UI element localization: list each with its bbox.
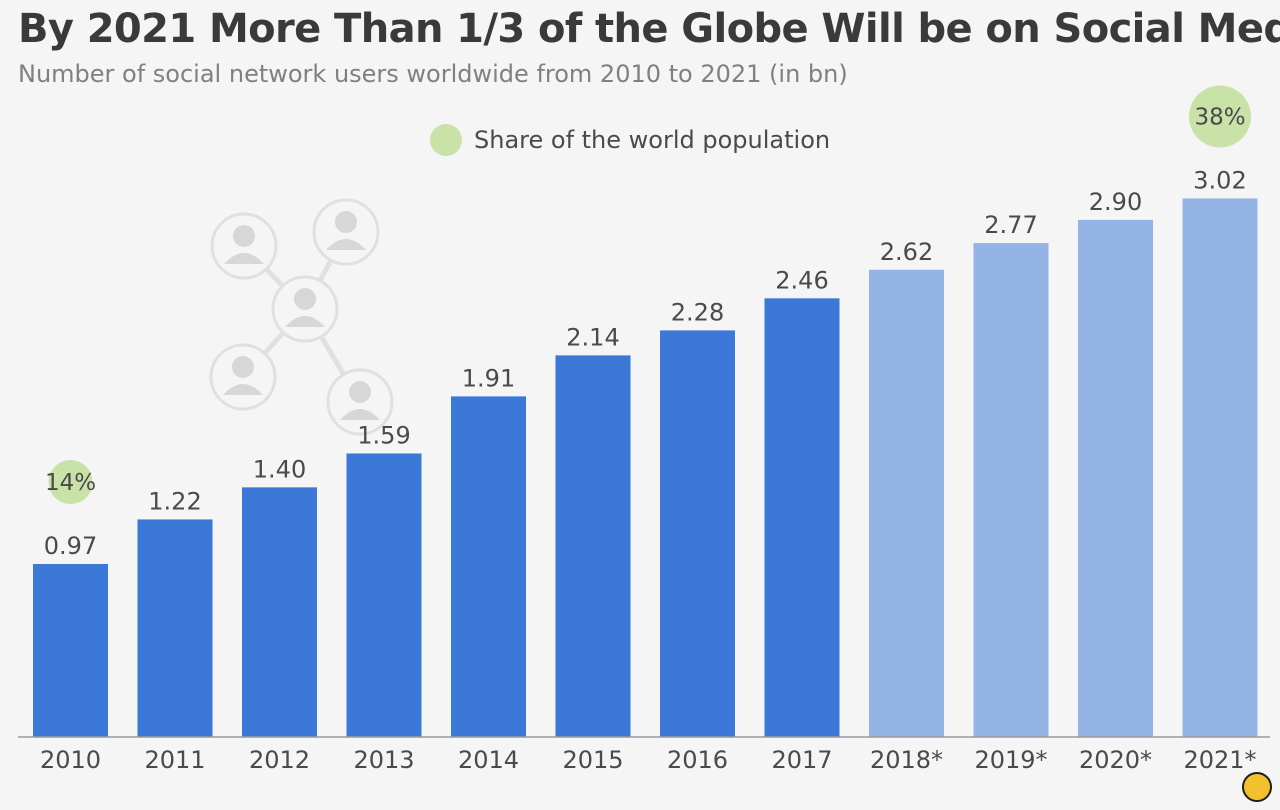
value-label-2019*: 2.77 <box>984 211 1037 239</box>
tick-label-2018*: 2018* <box>870 746 943 774</box>
share-label-2010: 14% <box>45 470 96 496</box>
social-network-icon <box>209 198 394 436</box>
value-label-2013: 1.59 <box>357 421 410 449</box>
value-label-2012: 1.40 <box>253 455 306 483</box>
tick-label-2020*: 2020* <box>1079 746 1152 774</box>
bar-2013 <box>346 453 422 737</box>
tick-label-2015: 2015 <box>562 746 623 774</box>
value-label-2014: 1.91 <box>462 364 515 392</box>
bar-2011 <box>137 519 213 737</box>
bar-2016 <box>660 330 735 737</box>
tick-label-2011: 2011 <box>144 746 205 774</box>
tick-label-2017: 2017 <box>771 746 832 774</box>
share-bubble-2010 <box>48 460 93 505</box>
chart-subtitle: Number of social network users worldwide… <box>18 60 848 88</box>
value-label-2011: 1.22 <box>148 487 201 515</box>
value-label-2021*: 3.02 <box>1193 166 1246 194</box>
value-label-2018*: 2.62 <box>880 238 933 266</box>
legend: Share of the world population <box>430 124 830 156</box>
tick-label-2010: 2010 <box>40 746 101 774</box>
tick-label-2016: 2016 <box>667 746 728 774</box>
bar-2017 <box>764 298 840 737</box>
bar-2019* <box>973 243 1049 738</box>
value-label-2017: 2.46 <box>775 266 828 294</box>
value-label-2010: 0.97 <box>44 532 97 560</box>
value-label-2016: 2.28 <box>671 298 724 326</box>
bar-2018* <box>869 269 944 737</box>
bar-2012 <box>242 487 317 737</box>
value-label-2020*: 2.90 <box>1089 188 1142 216</box>
tick-label-2014: 2014 <box>458 746 519 774</box>
tick-label-2019*: 2019* <box>974 746 1047 774</box>
bars: 0.97 2010 1.22 2011 1.40 2012 1.59 2013 1.91 2014… <box>33 85 1258 774</box>
legend-label: Share of the world population <box>474 126 831 154</box>
bar-2020* <box>1078 219 1153 737</box>
chart-title: By 2021 More Than 1/3 of the Globe Will … <box>18 6 1280 52</box>
share-label-2021*: 38% <box>1194 104 1245 130</box>
bar-2010 <box>33 564 108 737</box>
tick-label-2021*: 2021* <box>1183 746 1256 774</box>
bar-2015 <box>555 355 631 737</box>
tick-label-2013: 2013 <box>353 746 414 774</box>
value-label-2015: 2.14 <box>566 323 619 351</box>
legend-swatch <box>430 124 462 156</box>
tick-label-2012: 2012 <box>249 746 310 774</box>
share-bubble-2021* <box>1189 85 1251 148</box>
bar-2021* <box>1182 198 1258 738</box>
brand-logo-icon <box>1242 772 1272 802</box>
bar-2014 <box>451 396 526 737</box>
